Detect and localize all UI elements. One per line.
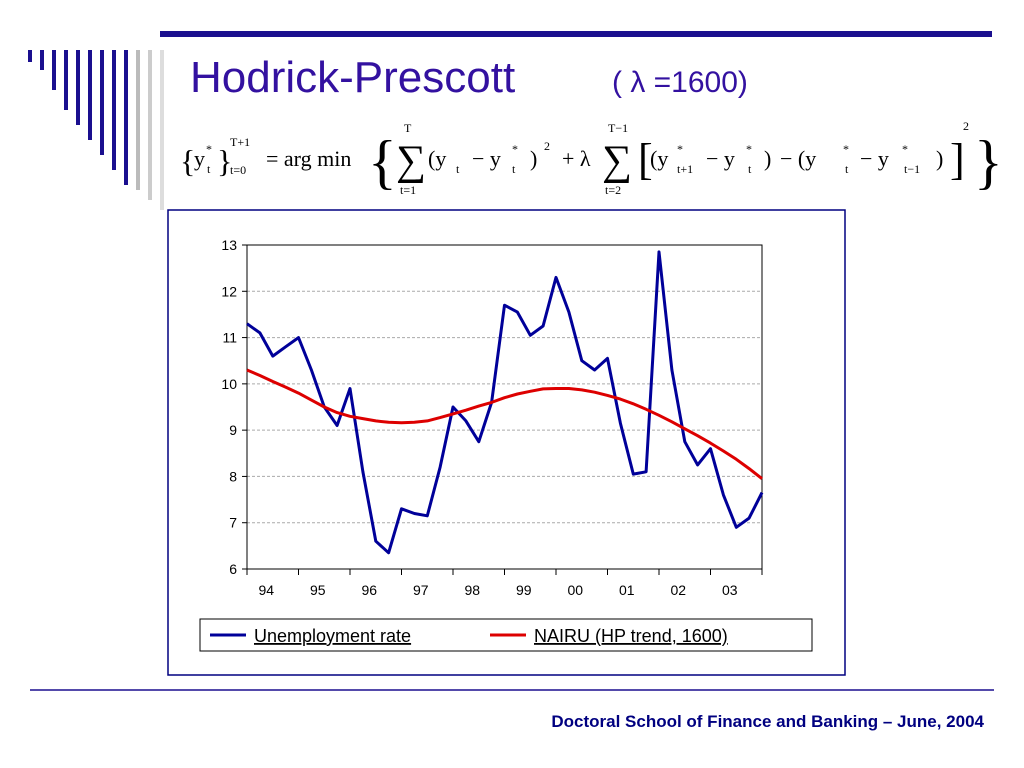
legend-label: NAIRU (HP trend, 1600) (534, 626, 728, 646)
formula-part: t (748, 162, 752, 176)
formula-part: ) (764, 146, 771, 171)
formula-part: t (512, 162, 516, 176)
x-tick-label: 01 (619, 582, 635, 598)
y-tick-label: 8 (229, 468, 237, 484)
x-tick-label: 00 (568, 582, 584, 598)
x-tick-label: 95 (310, 582, 326, 598)
x-tick-label: 99 (516, 582, 532, 598)
series-line (246, 368, 763, 480)
x-tick-label: 03 (722, 582, 738, 598)
y-tick-label: 6 (229, 561, 237, 577)
formula-part: ) (530, 146, 537, 171)
x-tick-label: 96 (362, 582, 378, 598)
formula-part: * (746, 142, 752, 156)
formula-part: T+1 (230, 135, 250, 149)
x-tick-label: 97 (413, 582, 429, 598)
formula-part: { (368, 129, 397, 195)
title-param: ( λ =1600) (612, 66, 748, 99)
formula-part: T−1 (608, 121, 628, 135)
formula-part: (y (428, 146, 446, 171)
formula: { y * t } T+1 t=0 = arg min { T ∑ t=1 (y… (180, 119, 1003, 197)
formula-part: + λ (562, 146, 591, 171)
formula-part: T (404, 121, 412, 135)
y-tick-label: 12 (221, 283, 237, 299)
slide-title: Hodrick-Prescott (190, 53, 515, 102)
x-tick-label: 94 (259, 582, 275, 598)
x-tick-label: 98 (465, 582, 481, 598)
formula-part: t−1 (904, 162, 920, 176)
formula-part: } (974, 129, 1003, 195)
formula-part: { (180, 143, 195, 179)
formula-part: t+1 (677, 162, 693, 176)
formula-part: ] (950, 135, 965, 184)
formula-part: ∑ (602, 138, 632, 184)
formula-part: 2 (544, 139, 550, 153)
formula-part: ) (936, 146, 943, 171)
formula-part: * (902, 142, 908, 156)
y-tick-label: 13 (221, 237, 237, 253)
formula-part: * (512, 142, 518, 156)
y-tick-label: 11 (222, 330, 237, 346)
y-tick-label: 7 (229, 515, 237, 531)
series-line (246, 250, 764, 555)
formula-part: y (194, 146, 205, 171)
formula-part: [ (638, 135, 653, 184)
formula-part: (y (650, 146, 668, 171)
formula-part: − (y (780, 146, 816, 171)
formula-part: t=1 (400, 183, 416, 197)
footer: Doctoral School of Finance and Banking –… (551, 712, 984, 731)
chart-frame (167, 209, 846, 676)
formula-part: 2 (963, 119, 969, 133)
formula-part: * (677, 142, 683, 156)
formula-part: − y (472, 146, 501, 171)
x-tick-label: 02 (671, 582, 687, 598)
formula-part: * (843, 142, 849, 156)
formula-part: = arg min (266, 146, 351, 171)
formula-part: t=2 (605, 183, 621, 197)
y-tick-label: 9 (229, 422, 237, 438)
decoration (28, 31, 994, 691)
formula-part: ∑ (396, 138, 426, 184)
formula-part: − y (860, 146, 889, 171)
y-tick-label: 10 (221, 376, 237, 392)
formula-part: } (217, 143, 232, 179)
formula-part: t=0 (230, 163, 246, 177)
formula-part: t (845, 162, 849, 176)
formula-part: t (456, 162, 460, 176)
formula-part: t (207, 162, 211, 176)
formula-part: − y (706, 146, 735, 171)
legend-label: Unemployment rate (254, 626, 411, 646)
formula-part: * (206, 142, 212, 156)
